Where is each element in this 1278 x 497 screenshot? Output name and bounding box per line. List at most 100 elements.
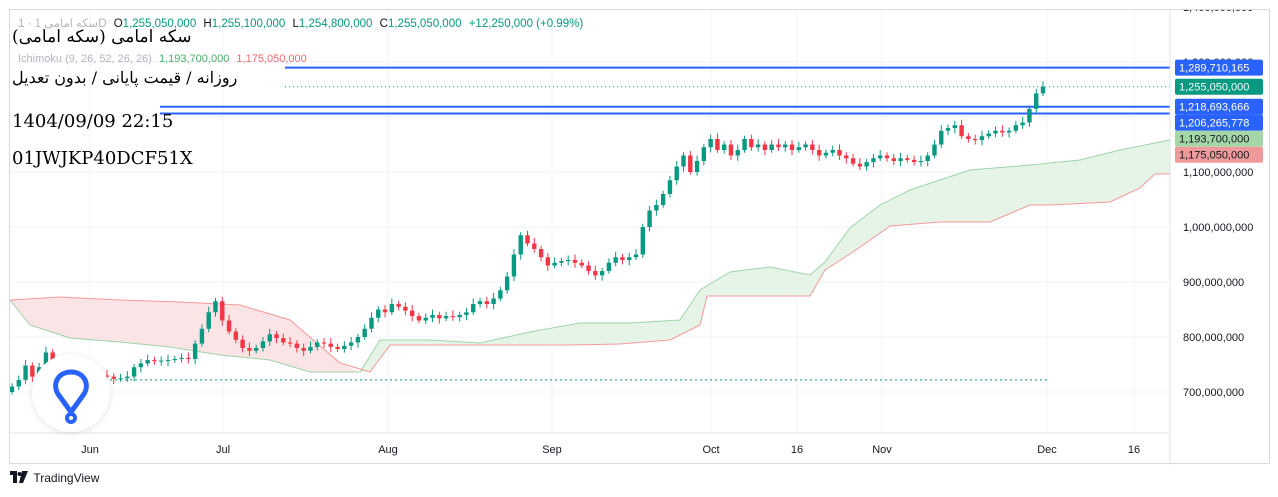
candle-body bbox=[518, 235, 523, 255]
candle-body bbox=[192, 343, 198, 359]
candle-body bbox=[1020, 122, 1025, 126]
candle-body bbox=[172, 359, 177, 361]
candle-body bbox=[396, 304, 401, 307]
candle-body bbox=[559, 261, 564, 263]
close-value: 1,255,050,000 bbox=[387, 18, 462, 30]
candle-body bbox=[199, 328, 205, 344]
price-label-bg bbox=[1175, 59, 1263, 76]
candle-body bbox=[152, 360, 157, 362]
candle-body bbox=[742, 139, 747, 150]
candle-body bbox=[945, 128, 951, 131]
candle-body bbox=[328, 343, 333, 347]
candle-body bbox=[348, 342, 354, 346]
pin-logo-icon bbox=[53, 369, 89, 424]
candle-body bbox=[443, 316, 449, 319]
candle-body bbox=[10, 386, 15, 392]
candle-body bbox=[118, 378, 123, 380]
candle-body bbox=[247, 348, 252, 351]
candle-body bbox=[898, 158, 903, 161]
candle-body bbox=[572, 260, 578, 263]
tradingview-label: TradingView bbox=[33, 471, 100, 485]
ichimoku-span-a: 1,193,700,000 bbox=[158, 53, 230, 65]
candle-body bbox=[464, 312, 469, 315]
y-tick-label: 800,000,000 bbox=[1183, 332, 1244, 344]
candle-body bbox=[579, 262, 584, 266]
candle-body bbox=[667, 180, 673, 194]
candle-body bbox=[274, 334, 279, 339]
candle-body bbox=[131, 367, 137, 377]
candle-body bbox=[796, 147, 802, 150]
candle-body bbox=[437, 315, 442, 319]
y-tick-label: 900,000,000 bbox=[1183, 277, 1244, 289]
candle-body bbox=[979, 136, 985, 141]
low-value: 1,254,800,000 bbox=[298, 18, 373, 30]
candle-body bbox=[688, 155, 693, 172]
candle-body bbox=[959, 125, 964, 137]
candle-body bbox=[599, 271, 605, 276]
candle-body bbox=[376, 309, 381, 318]
candle-body bbox=[30, 365, 35, 377]
candle-body bbox=[1013, 125, 1019, 131]
price-label-bg bbox=[1175, 78, 1263, 95]
candle-body bbox=[789, 144, 795, 150]
cloud-bearish bbox=[10, 297, 360, 372]
candle-body bbox=[701, 147, 707, 161]
price-scale-labels: 1,289,710,165 1,255,050,000 1,218,693,666 1… bbox=[1175, 59, 1263, 163]
candle-body bbox=[681, 155, 686, 167]
candle-body bbox=[966, 136, 971, 139]
candle-body bbox=[104, 375, 110, 377]
candle-body bbox=[674, 166, 679, 181]
price-label-bg bbox=[1175, 114, 1263, 131]
candle-body bbox=[613, 257, 618, 263]
candle-body bbox=[186, 357, 191, 359]
candle-body bbox=[620, 257, 625, 260]
open-value: 1,255,050,000 bbox=[122, 18, 197, 30]
span-a-line bbox=[10, 139, 1171, 373]
candle-body bbox=[905, 158, 910, 160]
y-tick-label: 1,400,000,000 bbox=[1183, 10, 1253, 14]
open-label: O bbox=[113, 18, 123, 30]
candle-body bbox=[342, 345, 347, 350]
candle-body bbox=[315, 342, 320, 347]
ichimoku-legend[interactable]: Ichimoku (9, 26, 52, 26, 26) 1,193,700,0… bbox=[18, 53, 307, 65]
chart-frame[interactable]: 700,000,000 800,000,000 900,000,000 1,000,0… bbox=[9, 9, 1271, 465]
candle-body bbox=[504, 276, 510, 291]
candle-body bbox=[708, 139, 713, 148]
symbol-name: سکه امامی 1 · 1D bbox=[18, 18, 107, 30]
candle-body bbox=[552, 262, 557, 266]
x-tick-label: Dec bbox=[1037, 444, 1057, 456]
span-b-line bbox=[10, 173, 1170, 373]
x-tick-label: Jun bbox=[81, 444, 99, 456]
candle-body bbox=[287, 342, 293, 344]
candle-body bbox=[972, 139, 978, 141]
price-label-text: 1,193,700,000 bbox=[1179, 134, 1249, 146]
cloud-bullish bbox=[360, 140, 1170, 372]
candle-body bbox=[369, 317, 374, 329]
candle-body bbox=[423, 317, 428, 321]
candle-body bbox=[308, 346, 313, 351]
price-chart[interactable]: 700,000,000 800,000,000 900,000,000 1,000,0… bbox=[10, 10, 1271, 465]
tradingview-branding[interactable]: TradingView bbox=[10, 471, 99, 485]
candle-body bbox=[226, 320, 232, 332]
candle-body bbox=[850, 158, 856, 164]
candle-body bbox=[159, 360, 164, 362]
high-value: 1,255,100,000 bbox=[211, 18, 286, 30]
candle-body bbox=[321, 342, 327, 344]
candle-body bbox=[952, 125, 958, 128]
price-label-text: 1,218,693,666 bbox=[1179, 102, 1249, 114]
price-label-text: 1,255,050,000 bbox=[1179, 82, 1249, 94]
candle-body bbox=[823, 152, 829, 156]
candle-body bbox=[362, 328, 367, 337]
candle-body bbox=[179, 357, 184, 359]
price-label-text: 1,289,710,165 bbox=[1179, 63, 1249, 75]
candle-body bbox=[545, 257, 551, 266]
candle-body bbox=[776, 144, 781, 148]
candle-body bbox=[125, 376, 130, 379]
change-value: +12,250,000 (+0.99%) bbox=[468, 18, 584, 30]
candle-body bbox=[593, 271, 598, 276]
ichimoku-cloud bbox=[10, 139, 1171, 373]
candle-body bbox=[810, 144, 815, 150]
candle-body bbox=[715, 139, 720, 150]
candle-body bbox=[23, 365, 28, 380]
ichimoku-span-b: 1,175,050,000 bbox=[236, 53, 307, 65]
